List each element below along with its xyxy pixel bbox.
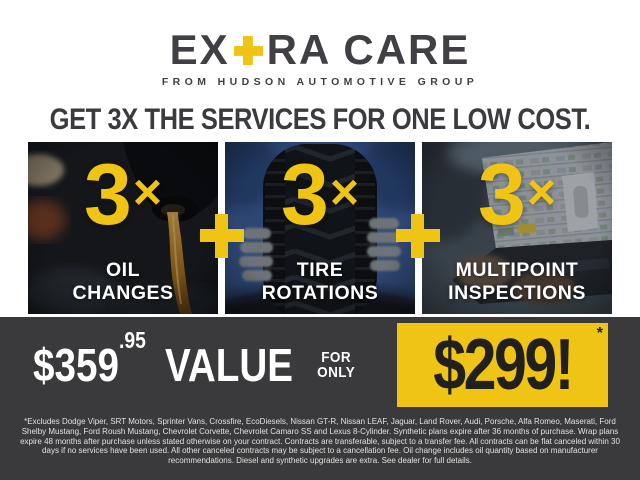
value-price-cents: .95 [118,326,146,353]
logo-text-suffix: RA CARE [266,26,471,73]
plus-icon [396,214,440,258]
plus-icon [233,36,263,65]
multipoint-inspection-photo [422,142,612,314]
multiplier-inspection: 3× [477,147,557,243]
sale-price-box: $299! * [397,323,608,407]
oil-change-photo [28,142,218,314]
service-label-oil: OIL CHANGES [72,259,174,304]
service-label-tire: TIRE ROTATIONS [261,259,379,304]
sale-price: $299! [433,325,574,405]
logo-text-prefix: EX [169,26,230,73]
for-only-label: FOR ONLY [316,349,355,381]
brand-tagline: FROM HUDSON AUTOMOTIVE GROUP [161,76,479,88]
multiplier-oil: 3× [83,147,163,243]
price-bar: $359.95 VALUE FOR ONLY $299! * *Excludes… [0,317,640,480]
photo-dark-overlay [28,142,218,314]
times-icon: × [132,164,163,220]
tire-rotation-photo [225,142,415,314]
service-label-inspection: MULTIPOINT INSPECTIONS [448,259,586,304]
value-word: VALUE [164,339,294,391]
service-panels: 3× OIL CHANGES [28,142,612,314]
price-row: $359.95 VALUE FOR ONLY $299! * [33,322,608,408]
brand-logo: EX RA CARE [0,29,640,71]
headline: GET 3X THE SERVICES FOR ONE LOW COST. [49,103,591,136]
photo-dark-overlay [422,142,612,314]
value-price: $359.95 VALUE [33,328,294,391]
plus-icon [200,214,244,258]
times-icon: × [526,164,557,220]
disclaimer-text: *Excludes Dodge Viper, SRT Motors, Sprin… [20,417,620,465]
multiplier-tire: 3× [280,147,360,243]
photo-dark-overlay [225,142,415,314]
value-price-main: $359 [33,339,119,391]
times-icon: × [329,164,360,220]
asterisk-note-marker: * [596,325,603,342]
service-panel-tire-rotations: 3× TIRE ROTATIONS [225,142,415,314]
service-panel-multipoint-inspections: 3× MULTIPOINT INSPECTIONS [422,142,612,314]
service-panel-oil-changes: 3× OIL CHANGES [28,142,218,314]
